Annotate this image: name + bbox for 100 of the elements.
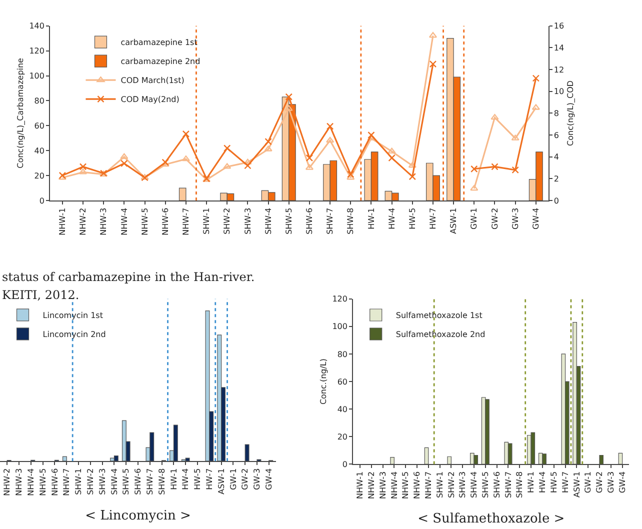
x-tick-label: GW-3: [606, 471, 616, 494]
text: KEITI, 2012.: [2, 288, 80, 302]
x-tick-label: SHW-4: [470, 471, 479, 498]
x-tick-label: HW-1: [366, 208, 376, 230]
x-tick-label: NHW-1: [356, 471, 365, 499]
legend-label: Lincomycin 2nd: [42, 330, 106, 340]
x-tick-label: GW-4: [264, 468, 274, 490]
y-tick-label: 20: [337, 432, 348, 442]
y-tick-label: 100: [332, 322, 348, 332]
x-tick-label: NHW-5: [38, 468, 48, 496]
x-tick-label: SHW-1: [435, 471, 444, 498]
x-tick-label: NHW-6: [50, 468, 60, 496]
y-tick-label: 0: [342, 460, 348, 469]
y2-tick-label: 16: [554, 22, 564, 31]
x-tick-label: SHW-1: [74, 468, 84, 495]
x-tick-label: GW-4: [618, 471, 627, 494]
x-tick-label: NHW-7: [424, 471, 433, 499]
x-tick-label: NHW-1: [58, 208, 68, 236]
x-tick-label: SHW-4: [110, 468, 119, 495]
x-tick-label: SHW-3: [98, 468, 107, 495]
x-tick-label: NHW-5: [401, 471, 410, 499]
x-tick-label: NHW-2: [366, 471, 376, 499]
x-tick-label: SHW-3: [243, 208, 252, 234]
y-tick-label: 140: [29, 22, 44, 31]
y-tick-label: 120: [29, 46, 44, 56]
y-tick-label: 80: [337, 350, 348, 359]
x-tick-label: SHW-1: [202, 208, 212, 234]
x-tick-label: SHW-2: [446, 471, 456, 498]
legend-label: carbamazepine 1st: [120, 38, 198, 48]
x-tick-label: SHW-4: [264, 208, 273, 234]
x-tick-label: HW-4: [387, 208, 396, 230]
x-tick-label: HW-5: [549, 471, 558, 493]
x-tick-label: NHW-2: [2, 468, 12, 496]
x-tick-label: SHW-8: [346, 208, 356, 234]
x-tick-label: NHW-3: [378, 471, 388, 499]
x-tick-label: HW-1: [169, 468, 178, 490]
y-tick-label: 40: [34, 146, 44, 156]
x-tick-label: SHW-8: [515, 471, 524, 498]
x-tick-label: GW-1: [584, 471, 593, 494]
x-tick-label: HW-7: [428, 208, 438, 230]
x-tick-label: HW-4: [538, 471, 548, 493]
x-axis-title: < Lincomycin >: [85, 508, 191, 524]
x-tick-label: NHW-3: [99, 208, 108, 236]
y2-tick-label: 14: [554, 43, 564, 52]
legend-label: COD May(2nd): [120, 95, 180, 104]
x-tick-label: NHW-6: [160, 208, 170, 236]
y-tick-label: 60: [337, 377, 348, 386]
x-tick-label: SHW-2: [86, 468, 96, 495]
y-tick-label: 60: [34, 121, 44, 130]
x-tick-label: GW-1: [228, 468, 238, 490]
y-tick-label: 20: [34, 171, 44, 180]
x-tick-label: SHW-6: [492, 471, 502, 498]
x-tick-label: GW-2: [490, 208, 500, 230]
x-tick-label: NHW-6: [412, 471, 422, 499]
x-tick-label: ASW-1: [216, 468, 226, 494]
y2-tick-label: 6: [554, 130, 559, 140]
x-tick-label: GW-4: [532, 208, 541, 230]
legend-label: Lincomycin 1st: [42, 311, 103, 320]
x-tick-label: SHW-5: [284, 208, 294, 234]
y-tick-label: 100: [29, 72, 44, 81]
y2-tick-label: 2: [554, 174, 559, 184]
x-tick-label: NHW-7: [182, 208, 191, 236]
y-tick-label: 120: [332, 294, 348, 304]
legend-label: Sulfamethoxazole 2nd: [396, 330, 486, 340]
x-tick-label: NHW-4: [120, 208, 129, 236]
legend-label: Sulfamethoxazole 1st: [396, 311, 482, 320]
x-tick-label: SHW-7: [146, 468, 155, 495]
y-tick-label: 0: [39, 196, 44, 206]
x-tick-label: GW-2: [595, 471, 604, 494]
y-axis-title: Conc(ng/L)_Carbamazepine: [16, 58, 25, 168]
x-tick-label: NHW-4: [26, 468, 36, 496]
x-tick-label: SHW-7: [504, 471, 513, 498]
x-tick-label: GW-1: [470, 208, 479, 230]
y2-tick-label: 10: [554, 87, 564, 96]
x-tick-label: SHW-3: [458, 471, 468, 498]
x-tick-label: GW-2: [240, 468, 250, 490]
x-tick-label: GW-3: [510, 208, 520, 230]
x-tick-label: NHW-2: [78, 208, 88, 236]
x-tick-label: HW-7: [560, 471, 570, 493]
x-tick-label: NHW-3: [14, 468, 24, 496]
x-tick-label: SHW-6: [305, 208, 314, 234]
x-tick-label: HW-5: [193, 468, 202, 490]
y2-tick-label: 12: [554, 65, 564, 74]
x-tick-label: SHW-2: [222, 208, 232, 234]
y2-tick-label: 4: [554, 152, 559, 162]
x-tick-label: HW-1: [526, 471, 536, 493]
x-tick-label: SHW-8: [157, 468, 166, 495]
y2-tick-label: 8: [554, 109, 559, 118]
x-tick-label: ASW-1: [449, 208, 458, 234]
y-axis-title: Conc.(ng/L): [318, 358, 328, 405]
x-tick-label: SHW-5: [481, 471, 490, 498]
y-tick-label: 40: [337, 404, 348, 414]
y2-tick-label: 0: [554, 196, 559, 206]
x-tick-label: NHW-7: [62, 468, 72, 496]
y2-axis-title: Conc(ng/L)_COD: [566, 80, 576, 146]
x-tick-label: GW-3: [252, 468, 262, 490]
legend-label: carbamazepine 2nd: [120, 57, 200, 66]
x-tick-label: HW-5: [408, 208, 417, 230]
x-tick-label: HW-7: [205, 468, 214, 490]
x-tick-label: SHW-6: [134, 468, 143, 495]
